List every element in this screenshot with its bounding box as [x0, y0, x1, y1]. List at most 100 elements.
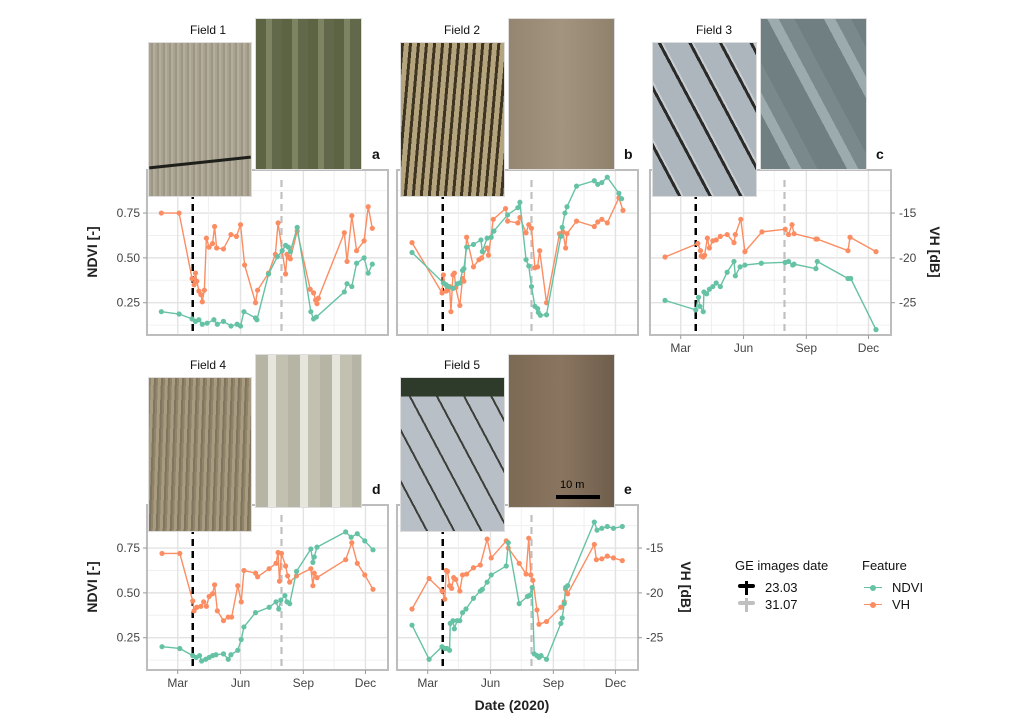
vh-data-point	[287, 579, 293, 585]
legend-label: VH	[892, 597, 911, 612]
ndvi-data-point	[470, 241, 477, 248]
vh-data-point	[523, 230, 529, 236]
ndvi-data-point	[488, 572, 494, 578]
ndvi-data-point	[604, 523, 610, 530]
ndvi-data-point	[619, 523, 625, 530]
ndvi-data-point	[451, 626, 457, 632]
ndvi-data-point	[279, 248, 285, 254]
ndvi-data-point	[559, 615, 565, 621]
ndvi-tick-label: 0.25	[117, 296, 141, 310]
vh-data-point	[176, 210, 182, 216]
panel-d: 0.25 0.50 0.75 Mar Jun Sep Dec	[117, 504, 389, 690]
vh-data-point	[220, 246, 227, 252]
vh-data-point	[199, 299, 205, 305]
ndvi-data-point	[785, 258, 792, 265]
ndvi-data-point	[516, 601, 522, 607]
vh-data-point	[192, 270, 199, 276]
ndvi-data-point	[543, 656, 550, 662]
ndvi-data-point	[717, 283, 723, 290]
ndvi-data-point	[543, 312, 550, 318]
y-axis-label-ndvi: NDVI [-]	[84, 226, 100, 278]
vh-data-point	[209, 591, 216, 597]
legend-key-vh	[862, 598, 884, 612]
vh-data-point	[440, 272, 447, 278]
ndvi-data-point	[196, 653, 203, 659]
ndvi-data-point	[158, 309, 164, 315]
ndvi-data-point	[361, 255, 367, 261]
field-3-image-2303	[652, 42, 757, 197]
field-label: Field 5	[444, 358, 481, 372]
ndvi-data-point	[228, 652, 234, 658]
ndvi-data-point	[348, 534, 354, 540]
vh-data-point	[444, 568, 451, 574]
y-axis-label-vh: VH [dB]	[927, 226, 943, 278]
ndvi-data-point	[213, 652, 219, 658]
vh-data-point	[702, 252, 708, 258]
vh-data-point	[354, 560, 360, 566]
x-tick-label: Sep	[293, 676, 315, 690]
vh-data-point	[349, 213, 355, 219]
panel-letter: e	[624, 481, 632, 497]
vh-data-point	[479, 255, 485, 261]
vh-data-point	[599, 216, 605, 222]
vh-data-point	[470, 565, 477, 571]
field-label: Field 3	[696, 23, 733, 37]
legend-item: VH	[862, 596, 923, 613]
vh-data-point	[528, 572, 534, 578]
x-tick-label: Dec	[355, 676, 376, 690]
ndvi-data-point	[517, 199, 523, 205]
ndvi-data-point	[463, 606, 469, 612]
vh-data-point	[564, 231, 570, 237]
ndvi-data-point	[538, 653, 544, 659]
ndvi-data-point	[204, 320, 210, 326]
vh-data-point	[370, 586, 376, 592]
vh-data-point	[484, 245, 490, 251]
vh-data-point	[731, 240, 737, 246]
ndvi-data-point	[450, 618, 456, 624]
vh-data-point	[203, 603, 209, 609]
vh-data-point	[365, 204, 371, 210]
vh-data-point	[599, 556, 605, 562]
vh-data-point	[457, 588, 463, 594]
ndvi-data-point	[409, 622, 415, 628]
ndvi-data-point	[254, 317, 260, 323]
panel-letter: d	[372, 481, 381, 497]
vh-data-point	[341, 230, 347, 236]
panel-a: 0.25 0.50 0.75	[117, 169, 389, 336]
vh-data-point	[662, 254, 668, 260]
vh-data-point	[273, 560, 279, 566]
vh-data-point	[315, 295, 321, 301]
vh-data-point	[191, 282, 197, 288]
x-axis-label: Date (2020)	[474, 697, 550, 713]
x-tick-label: Mar	[417, 676, 438, 690]
ndvi-data-point	[445, 283, 451, 290]
x-tick-label: Jun	[481, 676, 500, 690]
vh-data-point	[732, 231, 738, 238]
ndvi-tick-label: 0.50	[117, 586, 141, 600]
vh-data-point	[530, 577, 536, 583]
vh-data-point	[782, 226, 788, 232]
ndvi-data-point	[526, 263, 532, 269]
vh-data-point	[526, 222, 532, 228]
ndvi-data-point	[459, 610, 466, 616]
vh-data-point	[610, 555, 617, 561]
ndvi-tick-label: 0.50	[117, 251, 141, 265]
legend-item: 23.03	[735, 579, 828, 596]
vh-data-point	[211, 582, 218, 588]
ndvi-data-point	[409, 249, 415, 256]
vh-tick-label: -15	[899, 206, 917, 220]
panel-letter: b	[624, 146, 633, 162]
vh-data-point	[252, 300, 259, 306]
ndvi-data-point	[713, 280, 719, 286]
ndvi-data-point	[559, 224, 565, 230]
x-tick-label: Jun	[734, 341, 753, 355]
ndvi-data-point	[479, 249, 485, 255]
vh-data-point	[209, 240, 216, 247]
ndvi-data-point	[235, 647, 241, 653]
field-5-image-3107	[508, 354, 615, 508]
ndvi-data-point	[238, 636, 244, 643]
vh-data-point	[484, 536, 490, 542]
ndvi-data-point	[310, 559, 316, 565]
vh-data-point	[203, 235, 209, 241]
ndvi-data-point	[478, 237, 484, 243]
